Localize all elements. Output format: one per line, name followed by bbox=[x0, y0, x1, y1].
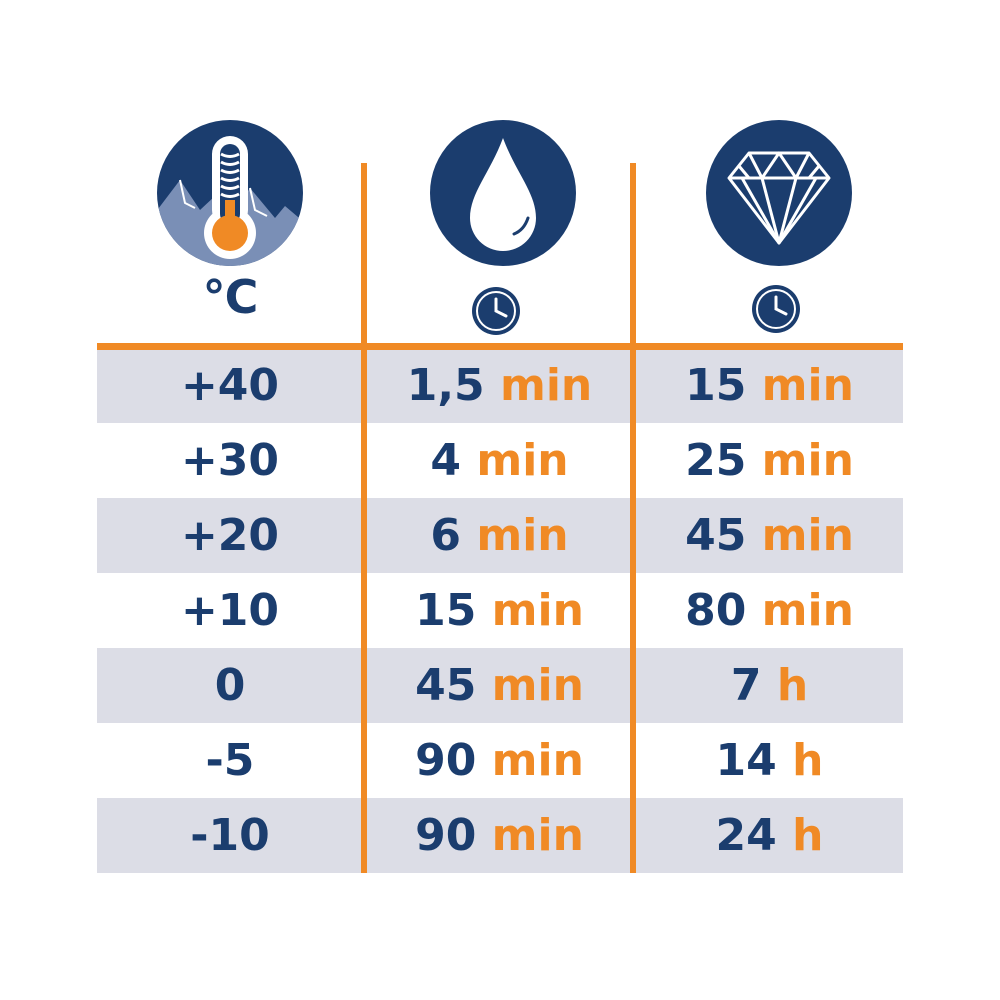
wet-time-cell: 6 min bbox=[365, 498, 634, 573]
dry-time-unit: h bbox=[792, 810, 824, 861]
wet-time-value: 90 bbox=[415, 810, 477, 861]
wet-time-unit: min bbox=[500, 360, 593, 411]
wet-time-unit: min bbox=[476, 435, 569, 486]
temperature-cell: -5 bbox=[97, 723, 363, 798]
dry-time-value: 24 bbox=[715, 810, 777, 861]
wet-time-cell: 1,5 min bbox=[365, 348, 634, 423]
temperature-cell: +10 bbox=[97, 573, 363, 648]
header-divider bbox=[97, 343, 903, 350]
dry-time-unit: h bbox=[792, 735, 824, 786]
wet-time-unit: min bbox=[491, 735, 584, 786]
table-row: -5 90 min 14 h bbox=[97, 723, 903, 798]
dry-time-unit: min bbox=[761, 435, 854, 486]
dry-time-cell: 80 min bbox=[636, 573, 903, 648]
wet-time-unit: min bbox=[476, 510, 569, 561]
table-row: 0 45 min 7 h bbox=[97, 648, 903, 723]
dry-time-cell: 7 h bbox=[636, 648, 903, 723]
diamond-icon bbox=[706, 120, 852, 266]
wet-time-cell: 90 min bbox=[365, 798, 634, 873]
dry-time-value: 14 bbox=[715, 735, 777, 786]
clock-icon bbox=[472, 287, 520, 335]
temperature-value: +10 bbox=[180, 585, 280, 636]
dry-time-unit: h bbox=[776, 660, 809, 711]
table-row: -10 90 min 24 h bbox=[97, 798, 903, 873]
dry-time-unit: min bbox=[761, 585, 854, 636]
dry-time-cell: 45 min bbox=[636, 498, 903, 573]
wet-time-cell: 45 min bbox=[365, 648, 634, 723]
dry-time-cell: 15 min bbox=[636, 348, 903, 423]
wet-time-value: 15 bbox=[415, 585, 477, 636]
temperature-value: -5 bbox=[205, 735, 255, 786]
dry-time-value: 45 bbox=[685, 510, 747, 561]
wet-time-cell: 90 min bbox=[365, 723, 634, 798]
temperature-value: +20 bbox=[180, 510, 280, 561]
wet-time-cell: 15 min bbox=[365, 573, 634, 648]
temperature-cell: +30 bbox=[97, 423, 363, 498]
column-divider-2 bbox=[630, 163, 636, 873]
dry-time-value: 7 bbox=[730, 660, 762, 711]
temperature-value: -10 bbox=[190, 810, 270, 861]
temperature-cell: -10 bbox=[97, 798, 363, 873]
dry-time-cell: 14 h bbox=[636, 723, 903, 798]
wet-time-cell: 4 min bbox=[365, 423, 634, 498]
clock-icon bbox=[752, 285, 800, 333]
dry-time-unit: min bbox=[761, 360, 854, 411]
wet-time-value: 4 bbox=[430, 435, 462, 486]
dry-time-unit: min bbox=[761, 510, 854, 561]
temperature-cell: 0 bbox=[97, 648, 363, 723]
wet-time-value: 1,5 bbox=[406, 360, 485, 411]
wet-time-unit: min bbox=[491, 660, 584, 711]
temperature-value: +30 bbox=[180, 435, 280, 486]
table-row: +20 6 min 45 min bbox=[97, 498, 903, 573]
dry-time-cell: 24 h bbox=[636, 798, 903, 873]
wet-time-unit: min bbox=[491, 585, 584, 636]
water-drop-icon bbox=[430, 120, 576, 266]
wet-time-value: 90 bbox=[415, 735, 477, 786]
temperature-value: 0 bbox=[214, 660, 246, 711]
temperature-cell: +20 bbox=[97, 498, 363, 573]
wet-time-value: 6 bbox=[430, 510, 462, 561]
dry-time-value: 80 bbox=[685, 585, 747, 636]
column-divider-1 bbox=[361, 163, 367, 873]
thermometer-icon bbox=[157, 120, 303, 266]
temperature-value: +40 bbox=[180, 360, 280, 411]
dry-time-value: 25 bbox=[685, 435, 747, 486]
temperature-cell: +40 bbox=[97, 348, 363, 423]
dry-time-cell: 25 min bbox=[636, 423, 903, 498]
temperature-unit-label: °C bbox=[202, 270, 259, 324]
dry-time-value: 15 bbox=[685, 360, 747, 411]
wet-time-value: 45 bbox=[415, 660, 477, 711]
table-row: +10 15 min 80 min bbox=[97, 573, 903, 648]
wet-time-unit: min bbox=[491, 810, 584, 861]
table-row: +30 4 min 25 min bbox=[97, 423, 903, 498]
table-row: +40 1,5 min 15 min bbox=[97, 348, 903, 423]
